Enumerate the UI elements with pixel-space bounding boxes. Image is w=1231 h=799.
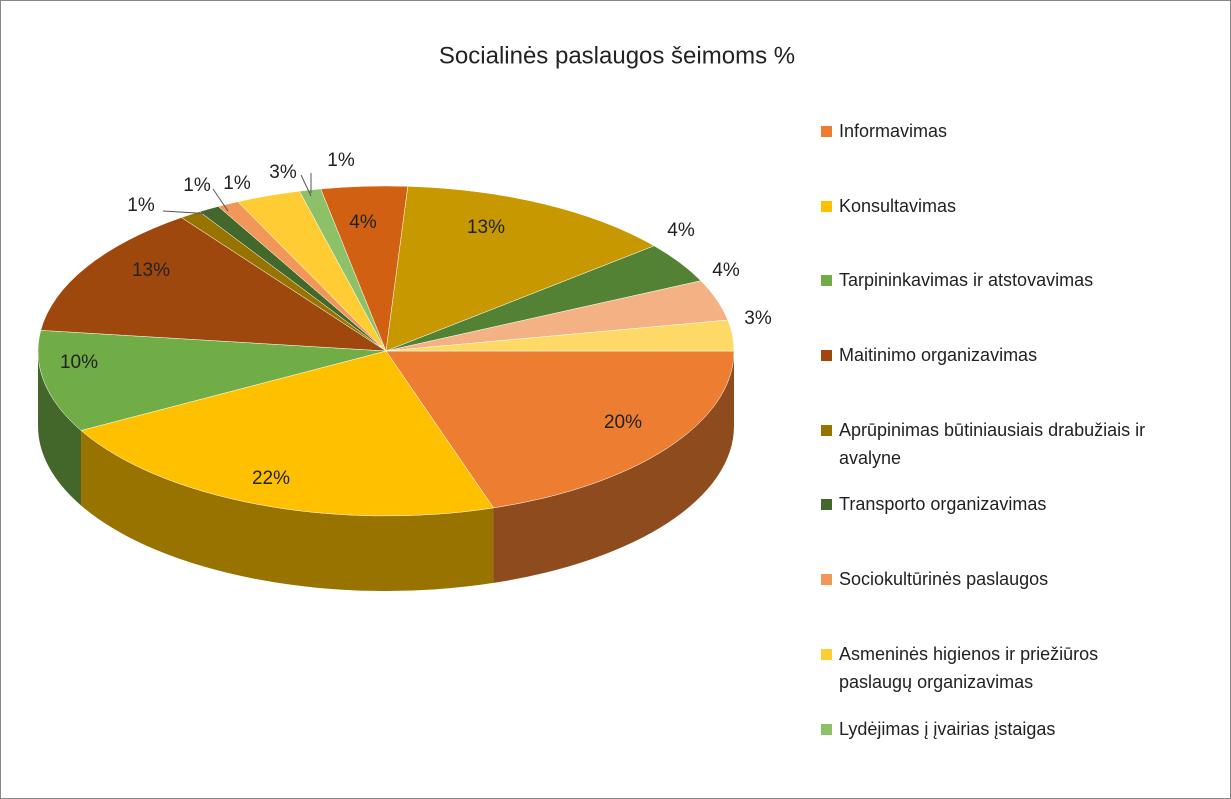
legend-swatch [821,275,832,287]
data-label: 3% [744,308,772,329]
leader-line [300,174,312,197]
legend-label: Maitinimo organizavimas [839,345,1038,366]
data-label: 13% [467,217,505,238]
legend-label: Informavimas [839,121,948,141]
legend-label: Konsultavimas [839,195,957,216]
legend-label: Lydėjimas į įvairias įstaigas [839,718,1056,739]
data-label: 22% [252,468,290,489]
legend-label: Asmeninės higienos ir priežiūros paslaug… [839,643,1099,692]
legend-item: Maitinimo organizavimas [821,341,1171,416]
legend-label: Aprūpinimas būtiniausiais drabužiais ir … [839,419,1146,468]
data-label: 4% [712,260,740,281]
pie-slice-side [493,351,734,583]
legend-swatch [821,648,832,660]
pie-slice [40,217,387,352]
leader-line [162,210,214,215]
data-label: 13% [132,260,170,281]
data-label: 1% [327,150,355,171]
data-label: 1% [183,175,211,196]
data-label: 20% [604,412,642,433]
legend-swatch [821,126,832,137]
legend-label: Sociokultūrinės paslaugos [839,569,1049,590]
legend: Informavimas Konsultavimas Tarpininkavimas… [821,117,1171,789]
legend-item: Sociokultūrinės paslaugos [821,565,1171,640]
data-label: 4% [349,212,377,233]
pie-slice [385,319,735,352]
data-label: 10% [60,352,98,373]
pie-slice-side [81,430,494,591]
legend-item: Transporto organizavimas [821,490,1171,565]
legend-swatch [821,723,832,735]
legend-swatch [821,424,832,436]
pie-slice [385,186,655,352]
legend-item: Lydėjimas į įvairias įstaigas [821,715,1171,790]
legend-item: Asmeninės higienos ir priežiūros paslaug… [821,640,1171,715]
pie-slice [385,350,735,509]
data-label: 3% [269,162,297,183]
leader-line [212,188,229,212]
chart-title: Socialinės paslaugos šeimoms % [439,42,795,69]
legend-item: Tarpininkavimas ir atstovavimas [821,266,1171,341]
pie-slice [80,350,494,517]
legend-label: Transporto organizavimas [839,494,1047,515]
pie-slice-side [38,351,82,506]
legend-item: Konsultavimas [821,192,1171,267]
legend-swatch [821,574,832,586]
data-label: 1% [127,195,155,216]
legend-item: Informavimas [821,117,1171,192]
legend-swatch [821,499,832,511]
legend-item: Aprūpinimas būtiniausiais drabužiais ir … [821,416,1171,491]
data-label: 4% [667,220,695,241]
legend-swatch [821,350,832,362]
pie-slice [37,330,387,431]
legend-swatch [821,200,832,212]
legend-label: Tarpininkavimas ir atstovavimas [839,270,1094,291]
data-label: 1% [223,173,251,194]
